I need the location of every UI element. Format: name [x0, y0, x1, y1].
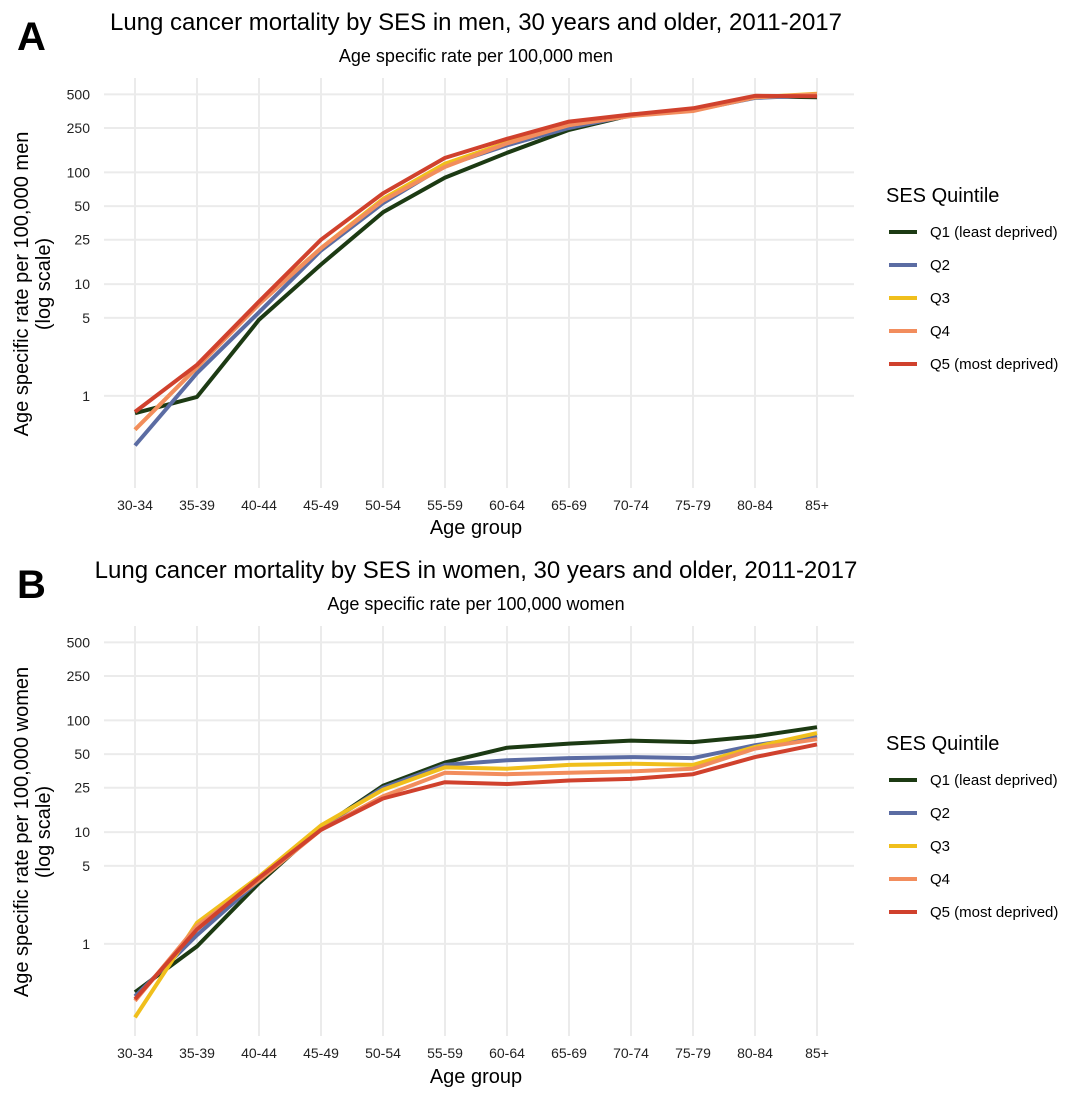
x-tick-label: 45-49 [303, 497, 339, 513]
legend-item: Q5 (most deprived) [889, 356, 1058, 373]
x-tick-label: 45-49 [303, 1045, 339, 1061]
y-tick-label: 500 [67, 86, 91, 102]
y-tick-label: 50 [74, 746, 90, 762]
y-tick-label: 10 [74, 824, 90, 840]
y-tick-label: 1 [82, 388, 90, 404]
x-tick-label: 55-59 [427, 1045, 463, 1061]
panel-label: A [17, 15, 46, 59]
y-tick-label: 25 [74, 780, 90, 796]
legend-title: SES Quintile [886, 185, 999, 207]
series-line-q4 [133, 737, 818, 1003]
y-tick-label: 5 [82, 858, 90, 874]
y-axis-title-scale: (log scale) [33, 238, 55, 330]
plot-area: 1 5 10 25 50 100 250 500 30-34 35-39 40-44 45-49 50-… [67, 78, 854, 513]
x-tick-label: 30-34 [117, 497, 153, 513]
legend-label: Q3 [930, 290, 950, 307]
y-axis-title: Age specific rate per 100,000 women [11, 667, 33, 997]
legend-item: Q5 (most deprived) [889, 904, 1058, 921]
series-line-q5 [133, 742, 818, 1001]
y-axis-title: Age specific rate per 100,000 men [11, 132, 33, 437]
series-line-q4 [133, 92, 818, 432]
x-tick-label: 30-34 [117, 1045, 153, 1061]
y-tick-label: 25 [74, 232, 90, 248]
y-tick-label: 500 [67, 634, 91, 650]
panel-b: B Lung cancer mortality by SES in women,… [11, 557, 1058, 1088]
legend-item: Q3 [889, 290, 950, 307]
x-tick-label: 75-79 [675, 497, 711, 513]
legend-item: Q4 [889, 323, 950, 340]
y-tick-label: 100 [67, 712, 91, 728]
chart-title: Lung cancer mortality by SES in women, 3… [95, 557, 858, 584]
y-tick-label: 250 [67, 120, 91, 136]
x-tick-label: 50-54 [365, 1045, 401, 1061]
chart-subtitle: Age specific rate per 100,000 women [327, 594, 624, 614]
x-tick-label: 60-64 [489, 1045, 525, 1061]
plot-area: 1 5 10 25 50 100 250 500 30-34 35-39 40-44 45-49 50-… [67, 626, 854, 1061]
legend-item: Q2 [889, 805, 950, 822]
x-tick-label: 65-69 [551, 497, 587, 513]
legend-label: Q4 [930, 323, 950, 340]
x-tick-label: 40-44 [241, 1045, 277, 1061]
y-tick-label: 100 [67, 164, 91, 180]
x-tick-label: 80-84 [737, 497, 773, 513]
legend: Q1 (least deprived) Q2 Q3 Q4 Q5 (most depriv… [889, 772, 1058, 921]
x-tick-label: 70-74 [613, 497, 649, 513]
x-tick-label: 40-44 [241, 497, 277, 513]
legend-label: Q2 [930, 805, 950, 822]
x-tick-label: 85+ [805, 497, 829, 513]
legend-label: Q1 (least deprived) [930, 772, 1058, 789]
chart-subtitle: Age specific rate per 100,000 men [339, 46, 613, 66]
legend-label: Q1 (least deprived) [930, 224, 1058, 241]
legend-item: Q1 (least deprived) [889, 224, 1058, 241]
y-tick-label: 250 [67, 668, 91, 684]
legend-label: Q3 [930, 838, 950, 855]
legend-item: Q1 (least deprived) [889, 772, 1058, 789]
y-axis-title-scale: (log scale) [33, 786, 55, 878]
panel-label: B [17, 563, 46, 607]
y-tick-label: 10 [74, 276, 90, 292]
x-tick-label: 35-39 [179, 497, 215, 513]
x-axis-title: Age group [430, 517, 522, 539]
x-tick-label: 85+ [805, 1045, 829, 1061]
x-tick-label: 35-39 [179, 1045, 215, 1061]
chart-title: Lung cancer mortality by SES in men, 30 … [110, 9, 842, 36]
legend: Q1 (least deprived) Q2 Q3 Q4 Q5 (most depriv… [889, 224, 1058, 373]
series-line-q5 [133, 93, 818, 414]
x-tick-label: 55-59 [427, 497, 463, 513]
y-tick-label: 50 [74, 198, 90, 214]
series-line-q3 [133, 731, 818, 1019]
legend-item: Q2 [889, 257, 950, 274]
legend-label: Q2 [930, 257, 950, 274]
series-line-q1 [133, 725, 818, 994]
series-line-q3 [133, 91, 818, 432]
panel-a: A Lung cancer mortality by SES in men, 3… [11, 9, 1058, 539]
y-tick-label: 1 [82, 936, 90, 952]
series-line-q1 [134, 94, 818, 416]
x-tick-label: 80-84 [737, 1045, 773, 1061]
legend-title: SES Quintile [886, 733, 999, 755]
y-tick-label: 5 [82, 310, 90, 326]
x-tick-label: 65-69 [551, 1045, 587, 1061]
x-tick-label: 60-64 [489, 497, 525, 513]
legend-label: Q5 (most deprived) [930, 356, 1058, 373]
x-tick-label: 50-54 [365, 497, 401, 513]
x-axis-title: Age group [430, 1066, 522, 1088]
legend-item: Q4 [889, 871, 950, 888]
x-tick-label: 70-74 [613, 1045, 649, 1061]
legend-label: Q4 [930, 871, 950, 888]
legend-item: Q3 [889, 838, 950, 855]
x-tick-label: 75-79 [675, 1045, 711, 1061]
legend-label: Q5 (most deprived) [930, 904, 1058, 921]
